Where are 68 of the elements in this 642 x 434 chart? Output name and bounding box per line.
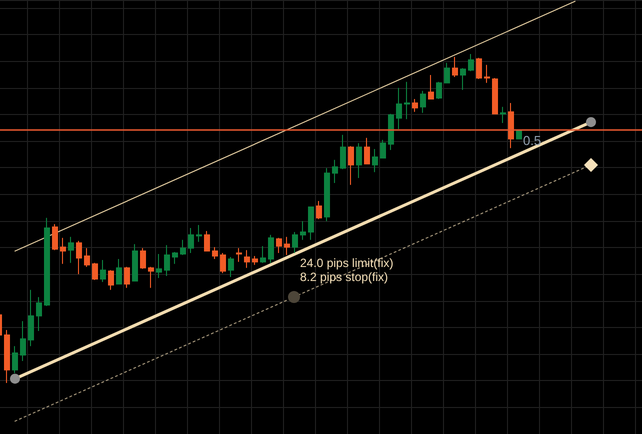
- candlestick: [4, 330, 10, 384]
- candlestick: [100, 259, 106, 282]
- candlestick: [276, 237, 282, 254]
- candlestick: [268, 234, 274, 264]
- candlestick: [468, 53, 474, 72]
- candlestick: [500, 106, 506, 124]
- candlestick: [460, 68, 466, 90]
- candlestick: [516, 130, 522, 140]
- candlestick: [452, 56, 458, 78]
- candlestick: [172, 252, 178, 264]
- candlestick: [156, 254, 162, 279]
- candlestick: [420, 90, 426, 114]
- candlestick: [316, 200, 322, 220]
- candlestick: [52, 224, 58, 251]
- candlestick: [356, 142, 362, 179]
- candlestick: [340, 134, 346, 170]
- candlestick: [380, 139, 386, 158]
- candlestick: [396, 87, 402, 130]
- candlestick: [196, 224, 202, 242]
- annotation: 8.2 pips stop(fix): [300, 270, 388, 284]
- candlestick: [124, 266, 130, 288]
- candlestick: [28, 289, 34, 347]
- candlestick: [60, 237, 66, 264]
- candlestick: [260, 246, 266, 264]
- candlestick: [404, 81, 410, 120]
- candlestick: [84, 248, 90, 268]
- candlestick: [372, 148, 378, 173]
- candlestick: [180, 239, 186, 256]
- candlestick: [44, 217, 50, 307]
- candlestick: [324, 168, 330, 222]
- candlestick: [300, 220, 306, 240]
- candlestick: [308, 206, 314, 240]
- candlestick: [76, 240, 82, 275]
- candlestick: [204, 230, 210, 252]
- candlestick: [148, 266, 154, 288]
- candlestick: [364, 137, 370, 164]
- candlestick: [92, 262, 98, 281]
- candlestick: [292, 231, 298, 254]
- candlestick: [428, 74, 434, 100]
- candlestick: [348, 146, 354, 186]
- candlestick: [228, 256, 234, 278]
- candlestick: [220, 252, 226, 274]
- candlestick: [444, 62, 450, 84]
- candlestick: [388, 113, 394, 151]
- candlestick: [236, 248, 242, 262]
- candlestick: [252, 255, 258, 266]
- candlestick: [108, 270, 114, 290]
- candlestick: [116, 258, 122, 284]
- candlestick: [284, 236, 290, 256]
- annotation: 0.5: [523, 133, 542, 148]
- candlestick: [68, 236, 74, 264]
- candlestick: [36, 296, 42, 332]
- candlestick: [188, 228, 194, 254]
- candlestick: [140, 248, 146, 270]
- annotation: 24.0 pips limit(fix): [300, 256, 394, 270]
- candlestick: [436, 81, 442, 100]
- candlestick: [492, 77, 498, 114]
- candlestick: [132, 244, 138, 282]
- candlestick: [20, 320, 26, 362]
- candlestick: [212, 246, 218, 260]
- candlestick: [164, 244, 170, 277]
- candlestick: [508, 102, 514, 149]
- candlestick: [476, 57, 482, 80]
- candlestick: [412, 98, 418, 112]
- candlestick: [12, 346, 18, 374]
- candlestick: [244, 250, 250, 268]
- candlestick: [484, 64, 490, 84]
- candlestick: [332, 159, 338, 184]
